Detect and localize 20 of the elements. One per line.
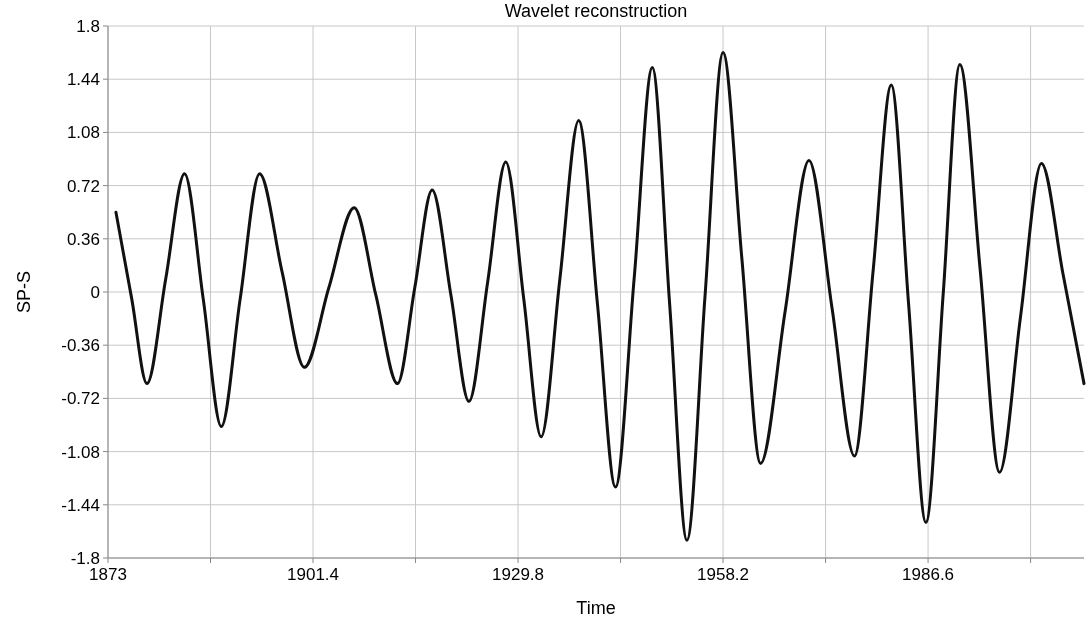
y-tick-label: -1.08 [61,442,100,462]
x-axis-title: Time [576,598,616,618]
y-tick-label: -0.72 [61,389,100,409]
y-tick-label: 1.8 [76,16,100,36]
chart-title: Wavelet reconstruction [504,1,688,21]
y-tick-label: 0.36 [66,229,100,249]
line-series [114,51,1086,542]
y-tick-label: 1.44 [66,70,100,90]
y-tick-label: -0.36 [61,336,100,356]
y-tick-label: 0.72 [66,176,100,196]
x-tick-label: 1958.2 [697,565,750,584]
y-tick-label: -1.8 [70,548,100,568]
x-tick-label: 1929.8 [492,565,545,584]
x-tick-label: 1901.4 [287,565,340,584]
y-axis-title: SP-S [14,270,34,314]
y-tick-label: -1.44 [61,495,100,515]
x-tick-label: 1986.6 [902,565,955,584]
y-tick-label: 1.08 [66,123,100,143]
x-tick-label: 1873 [89,565,127,584]
y-tick-label: 0 [90,282,100,302]
